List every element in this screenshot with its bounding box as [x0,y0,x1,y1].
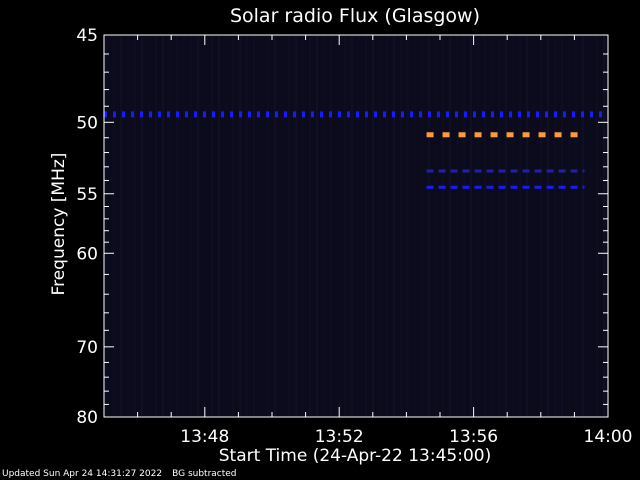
texture-stripe [225,36,227,416]
texture-stripe [260,36,262,416]
texture-stripe [526,36,528,416]
y-tick-label: 55 [76,185,98,205]
emission-bands [104,111,608,189]
y-tick-label: 60 [76,244,98,264]
texture-stripe [267,36,269,416]
texture-stripe [183,36,185,416]
texture-stripe [309,36,311,416]
texture-stripe [127,36,129,416]
chart-title: Solar radio Flux (Glasgow) [230,5,480,27]
x-tick-label: 13:52 [315,427,364,447]
texture-stripe [218,36,220,416]
y-tick-label: 80 [76,408,98,428]
texture-stripe [561,36,563,416]
texture-stripe [337,36,339,416]
x-tick-label: 13:56 [449,427,498,447]
x-axis-ticks: 13:48 13:52 13:56 14:00 [137,35,633,447]
texture-stripe [463,36,465,416]
texture-stripe [379,36,381,416]
texture-stripe [302,36,304,416]
texture-stripe [407,36,409,416]
texture-stripe [141,36,143,416]
texture-stripe [288,36,290,416]
texture-stripe [435,36,437,416]
spectrogram-texture [106,36,605,416]
texture-stripe [533,36,535,416]
plot-frame [103,34,609,418]
texture-stripe [232,36,234,416]
plot-area [104,35,608,417]
texture-stripe [372,36,374,416]
texture-stripe [239,36,241,416]
texture-stripe [365,36,367,416]
background-note: BG subtracted [172,469,237,479]
texture-stripe [477,36,479,416]
texture-stripe [596,36,598,416]
texture-stripe [603,36,605,416]
texture-stripe [344,36,346,416]
texture-stripe [330,36,332,416]
texture-stripe [575,36,577,416]
texture-stripe [393,36,395,416]
texture-stripe [442,36,444,416]
texture-stripe [470,36,472,416]
texture-stripe [386,36,388,416]
x-axis-label: Start Time (24-Apr-22 13:45:00) [219,446,491,466]
texture-stripe [456,36,458,416]
texture-stripe [120,36,122,416]
texture-stripe [106,36,108,416]
texture-stripe [358,36,360,416]
texture-stripe [554,36,556,416]
texture-stripe [204,36,206,416]
texture-stripe [134,36,136,416]
texture-stripe [449,36,451,416]
updated-timestamp: Updated Sun Apr 24 14:31:27 2022 [2,469,163,479]
texture-stripe [568,36,570,416]
texture-stripe [323,36,325,416]
texture-stripe [484,36,486,416]
texture-stripe [190,36,192,416]
texture-stripe [512,36,514,416]
y-tick-label: 45 [76,26,98,46]
texture-stripe [211,36,213,416]
texture-stripe [316,36,318,416]
texture-stripe [113,36,115,416]
y-tick-label: 50 [76,113,98,133]
texture-stripe [505,36,507,416]
texture-stripe [400,36,402,416]
texture-stripe [519,36,521,416]
texture-stripe [421,36,423,416]
texture-stripe [246,36,248,416]
x-tick-label: 14:00 [584,427,633,447]
texture-stripe [148,36,150,416]
texture-stripe [197,36,199,416]
texture-stripe [155,36,157,416]
texture-stripe [169,36,171,416]
texture-stripe [414,36,416,416]
texture-stripe [281,36,283,416]
texture-stripe [351,36,353,416]
x-tick-label: 13:48 [180,427,229,447]
texture-stripe [274,36,276,416]
texture-stripe [176,36,178,416]
texture-stripe [589,36,591,416]
y-axis-ticks: 45 50 55 60 70 80 [76,26,608,428]
texture-stripe [582,36,584,416]
texture-stripe [162,36,164,416]
texture-stripe [498,36,500,416]
y-axis-label: Frequency [MHz] [49,153,69,296]
texture-stripe [295,36,297,416]
y-tick-label: 70 [76,338,98,358]
texture-stripe [253,36,255,416]
texture-stripe [491,36,493,416]
texture-stripe [428,36,430,416]
footer: Updated Sun Apr 24 14:31:27 2022 BG subtr… [2,469,247,479]
texture-stripe [547,36,549,416]
texture-stripe [540,36,542,416]
